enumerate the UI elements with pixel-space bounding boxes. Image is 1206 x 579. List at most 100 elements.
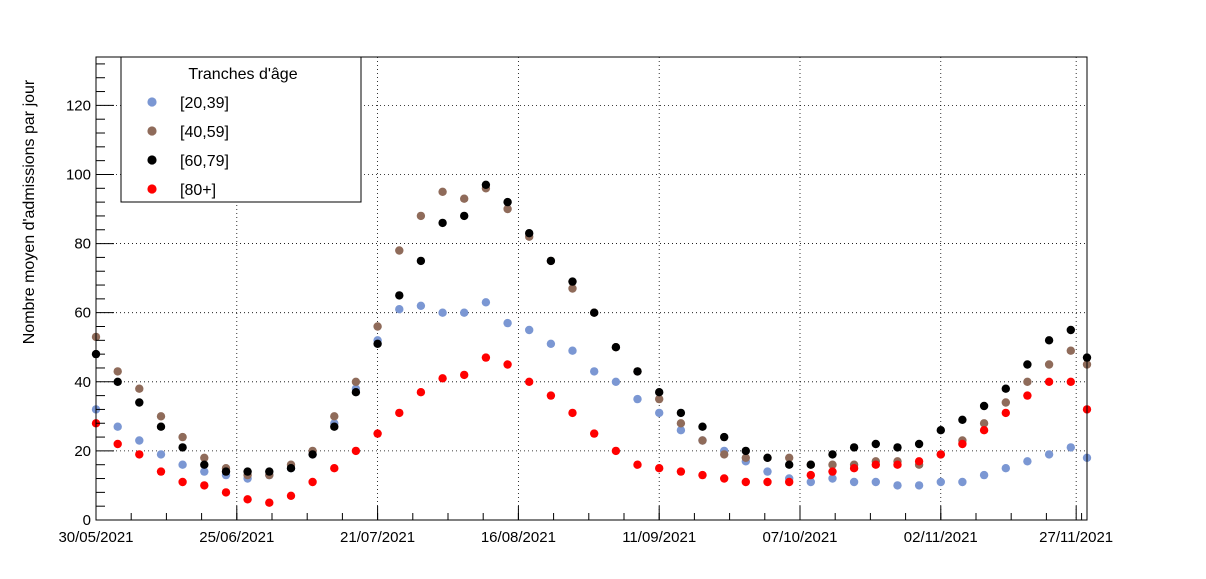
- data-point: [373, 339, 382, 348]
- data-point: [178, 460, 187, 469]
- data-point: [741, 453, 750, 462]
- data-point: [828, 450, 837, 459]
- x-axis: 30/05/2021 25/06/2021 21/07/2021 16/08/2021…: [58, 506, 1113, 546]
- data-point: [698, 470, 707, 480]
- data-point: [741, 446, 750, 456]
- data-point: [373, 429, 382, 438]
- data-point: [720, 474, 729, 483]
- data-point: [655, 464, 664, 473]
- data-point: [568, 346, 577, 355]
- data-point: [135, 398, 144, 407]
- data-point: [806, 477, 815, 487]
- legend-title: Tranches d'âge: [188, 66, 297, 83]
- data-point: [849, 464, 859, 473]
- y-tick-label: 20: [74, 443, 91, 460]
- data-point: [460, 308, 469, 317]
- data-point: [308, 477, 317, 487]
- data-point: [936, 450, 945, 459]
- y-axis-title: Nombre moyen d'admissions par jour: [21, 79, 38, 344]
- data-point: [156, 422, 166, 431]
- data-point: [763, 467, 772, 476]
- data-point: [1044, 450, 1054, 459]
- y-tick-label: 0: [83, 512, 91, 529]
- legend-label: [40,59]: [180, 124, 229, 141]
- x-tick-label: 11/09/2021: [622, 529, 696, 546]
- data-point: [568, 277, 577, 286]
- data-point: [871, 460, 880, 469]
- data-point: [525, 229, 534, 238]
- data-point: [221, 488, 231, 497]
- data-point: [156, 467, 166, 476]
- data-point: [676, 419, 686, 428]
- data-point: [221, 467, 231, 476]
- data-point: [1066, 325, 1076, 335]
- data-point: [546, 339, 556, 348]
- data-point: [243, 495, 252, 504]
- data-point: [698, 436, 707, 445]
- plot-frame: [95, 56, 1088, 521]
- data-point: [568, 408, 577, 418]
- data-point: [416, 256, 426, 266]
- data-point: [1023, 457, 1032, 466]
- legend-label: [20,39]: [180, 95, 229, 112]
- data-point: [546, 391, 556, 400]
- data-point: [893, 460, 902, 469]
- data-point: [1001, 384, 1010, 393]
- data-point: [655, 408, 664, 418]
- data-point: [416, 388, 426, 397]
- data-point: [763, 477, 772, 487]
- data-point: [503, 197, 512, 207]
- data-point: [741, 477, 750, 487]
- data-point: [438, 374, 447, 383]
- data-point: [828, 460, 837, 469]
- data-point: [330, 464, 339, 473]
- data-point: [611, 446, 621, 456]
- legend-marker: [147, 126, 157, 136]
- data-point: [806, 470, 815, 480]
- data-point: [113, 422, 122, 431]
- data-point: [286, 491, 296, 500]
- data-point: [871, 439, 880, 449]
- data-point: [438, 308, 447, 317]
- data-point: [438, 218, 447, 228]
- legend-marker: [147, 184, 157, 194]
- data-point: [265, 498, 274, 507]
- data-point: [200, 467, 209, 476]
- data-point: [113, 367, 122, 376]
- data-point: [655, 388, 664, 397]
- x-tick-label: 25/06/2021: [199, 529, 274, 546]
- data-point: [351, 377, 361, 386]
- series-[60,79]: [91, 180, 1092, 476]
- data-point: [1023, 360, 1032, 369]
- data-point: [395, 408, 404, 418]
- data-point: [698, 422, 707, 431]
- data-point: [979, 426, 989, 435]
- data-point: [308, 450, 317, 459]
- data-point: [178, 432, 187, 442]
- y-axis: 0 20 40 60 80 100 120: [66, 63, 114, 529]
- data-point: [958, 415, 967, 424]
- data-point: [676, 467, 686, 476]
- data-point: [546, 256, 556, 266]
- y-tick-label: 80: [74, 236, 91, 253]
- data-point: [936, 477, 945, 487]
- data-point: [156, 412, 166, 421]
- data-point: [373, 322, 382, 331]
- data-point: [1023, 377, 1032, 386]
- data-point: [1066, 346, 1076, 355]
- data-point: [460, 194, 469, 203]
- data-point: [611, 377, 621, 386]
- data-point: [914, 439, 924, 449]
- data-point: [113, 439, 122, 449]
- data-point: [1023, 391, 1032, 400]
- x-tick-label: 02/11/2021: [904, 529, 978, 546]
- legend-label: [80+]: [180, 182, 216, 199]
- y-tick-label: 120: [66, 97, 91, 114]
- data-point: [156, 450, 166, 459]
- data-point: [633, 367, 642, 376]
- data-point: [135, 436, 144, 445]
- y-tick-label: 100: [66, 166, 91, 183]
- data-point: [828, 467, 837, 476]
- legend-label: [60,79]: [180, 153, 229, 170]
